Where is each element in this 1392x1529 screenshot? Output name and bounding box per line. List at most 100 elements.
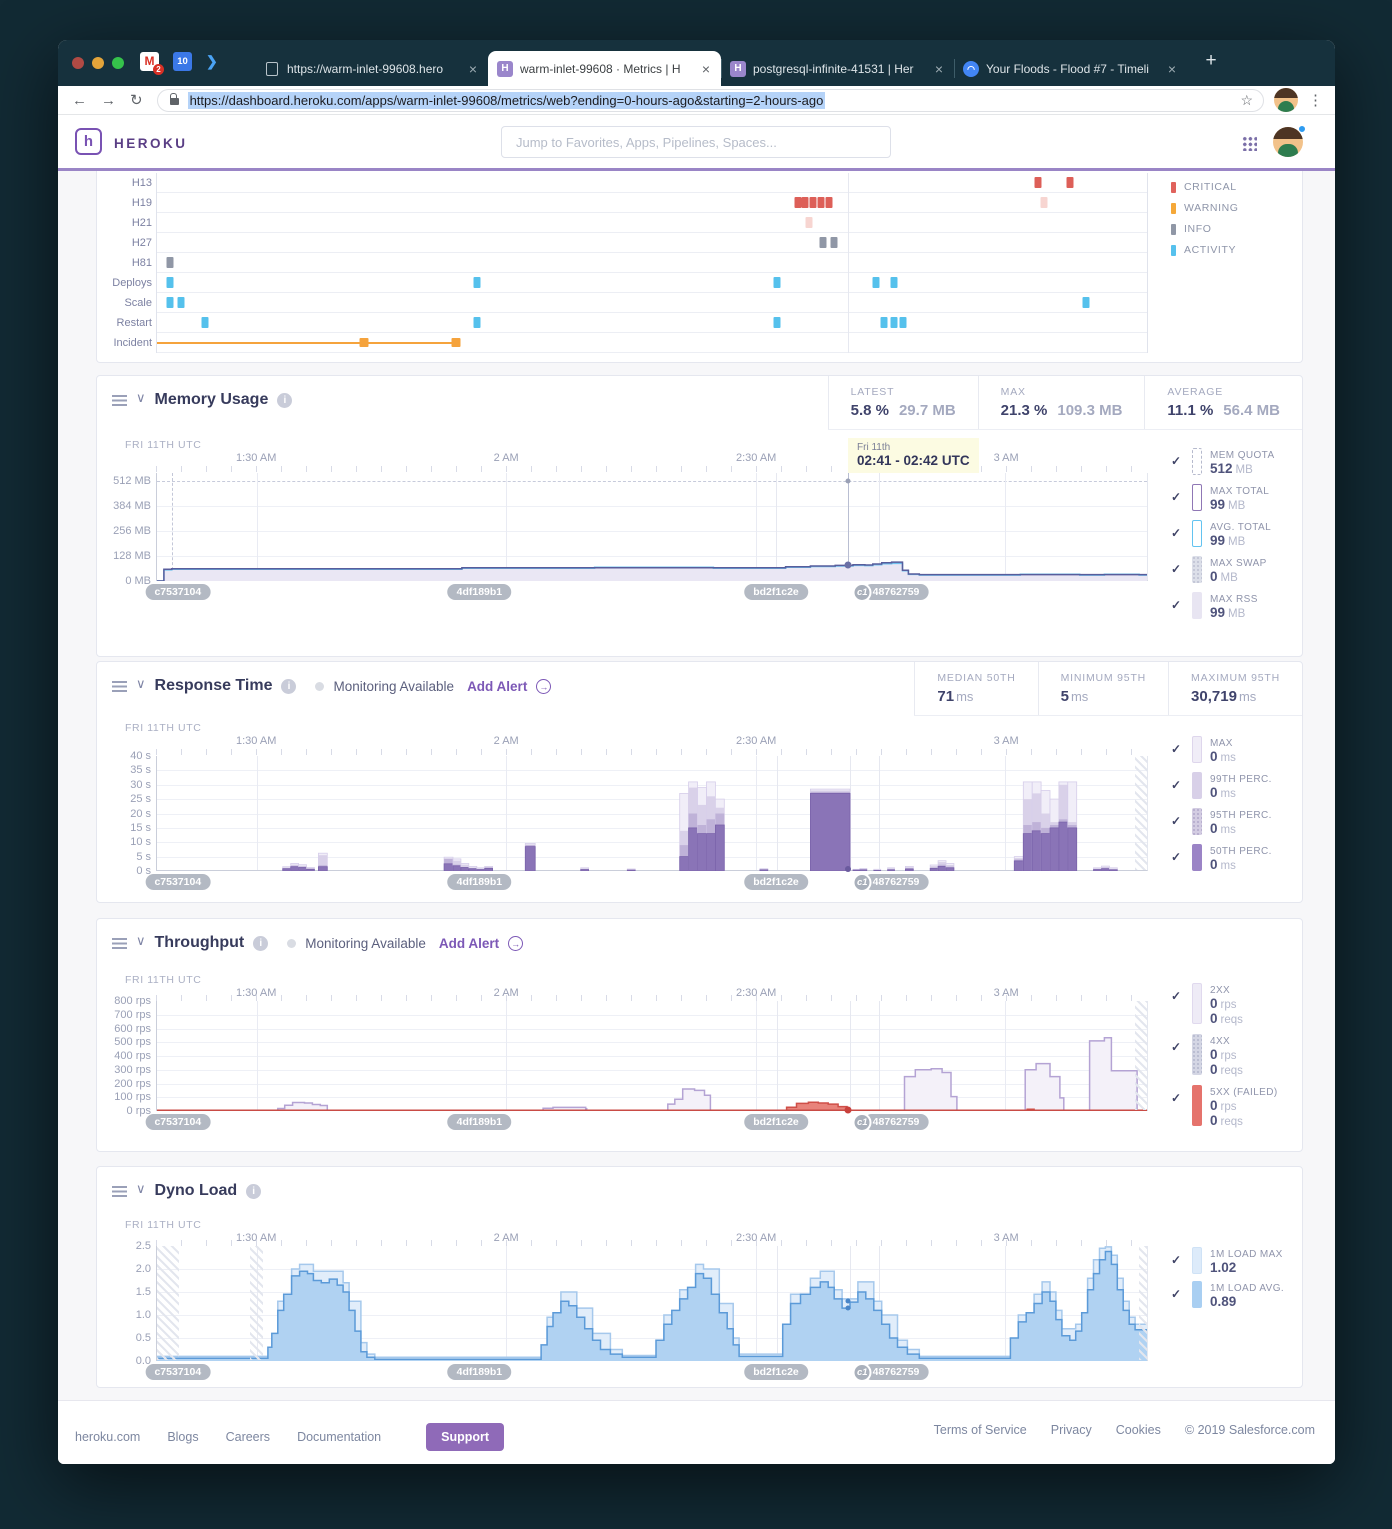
- support-button[interactable]: Support: [426, 1423, 505, 1451]
- check-icon[interactable]: ✓: [1171, 598, 1182, 612]
- events-legend-item[interactable]: WARNING: [1171, 202, 1239, 214]
- stat-unit: ms: [1070, 689, 1089, 704]
- reload-icon[interactable]: ↻: [130, 92, 143, 109]
- add-alert-arrow-icon[interactable]: →: [536, 678, 552, 694]
- check-icon[interactable]: ✓: [1171, 814, 1182, 828]
- check-icon[interactable]: ✓: [1171, 1253, 1182, 1267]
- heroku-brand[interactable]: HEROKU: [114, 136, 188, 151]
- legend-item[interactable]: ✓ 5XX (FAILED) 0 rps 0 reqs: [1171, 1085, 1303, 1129]
- check-icon[interactable]: ✓: [1171, 850, 1182, 864]
- chevron-down-icon[interactable]: ∨: [136, 1180, 146, 1196]
- legend-item[interactable]: ✓ MAX 0 ms: [1171, 736, 1303, 765]
- maximize-window-button[interactable]: [112, 57, 124, 69]
- check-icon[interactable]: ✓: [1171, 1287, 1182, 1301]
- forward-icon[interactable]: →: [101, 91, 116, 109]
- browser-tab[interactable]: ◠ Your Floods - Flood #7 - Timeli ×: [954, 51, 1187, 86]
- events-legend-item[interactable]: INFO: [1171, 223, 1239, 235]
- legend-item[interactable]: ✓ 1M LOAD MAX 1.02: [1171, 1247, 1303, 1274]
- legend-item[interactable]: ✓ 50TH PERC. 0 ms: [1171, 844, 1303, 873]
- bookmark-star-icon[interactable]: ☆: [1240, 91, 1253, 108]
- legend-label: 95TH PERC.: [1210, 810, 1272, 821]
- y-axis-label: 384 MB: [113, 500, 151, 512]
- gridline-h: [157, 1014, 1147, 1016]
- chevron-down-icon[interactable]: ∨: [136, 389, 146, 405]
- new-tab-button[interactable]: +: [1205, 50, 1217, 71]
- legend-item[interactable]: ✓ MAX SWAP 0 MB: [1171, 556, 1303, 585]
- close-window-button[interactable]: [72, 57, 84, 69]
- add-alert-link[interactable]: Add Alert: [438, 935, 500, 951]
- browser-menu-icon[interactable]: ⋮: [1308, 92, 1323, 109]
- legend-item[interactable]: ✓ MAX RSS 99 MB: [1171, 592, 1303, 621]
- legend-item[interactable]: ✓ MAX TOTAL 99 MB: [1171, 484, 1303, 513]
- account-avatar[interactable]: [1273, 127, 1303, 157]
- info-icon[interactable]: i: [277, 392, 293, 408]
- partial-data-hatch: [1139, 1246, 1147, 1360]
- browser-tab[interactable]: https://warm-inlet-99608.hero ×: [255, 51, 488, 86]
- tab-close-icon[interactable]: ×: [1167, 60, 1176, 77]
- legend-value: 0 ms: [1210, 857, 1236, 872]
- check-icon[interactable]: ✓: [1171, 989, 1182, 1003]
- info-icon[interactable]: i: [281, 678, 297, 694]
- footer-link[interactable]: Terms of Service: [933, 1423, 1027, 1437]
- drag-handle-icon[interactable]: [112, 937, 127, 949]
- deploy-pill: 4df189b1: [447, 1364, 512, 1380]
- back-icon[interactable]: ←: [72, 91, 87, 109]
- footer-link[interactable]: Blogs: [167, 1430, 199, 1444]
- events-legend-item[interactable]: ACTIVITY: [1171, 244, 1239, 256]
- events-legend-item[interactable]: CRITICAL: [1171, 181, 1239, 193]
- drag-handle-icon[interactable]: [112, 1185, 127, 1197]
- tab-close-icon[interactable]: ×: [468, 60, 477, 77]
- calendar-pinned-tab[interactable]: 10: [173, 52, 192, 71]
- footer-link[interactable]: Documentation: [297, 1430, 382, 1444]
- drag-handle-icon[interactable]: [112, 394, 127, 406]
- address-field[interactable]: https://dashboard.heroku.com/apps/warm-i…: [156, 88, 1264, 112]
- app-grid-icon[interactable]: [1242, 136, 1257, 151]
- legend-item[interactable]: ✓ MEM QUOTA 512 MB: [1171, 448, 1303, 477]
- heroku-logo-icon[interactable]: h: [75, 128, 102, 155]
- events-row: [157, 193, 1147, 213]
- tab-close-icon[interactable]: ×: [701, 60, 710, 77]
- check-icon[interactable]: ✓: [1171, 454, 1182, 468]
- info-icon[interactable]: i: [253, 935, 269, 951]
- check-icon[interactable]: ✓: [1171, 562, 1182, 576]
- browser-profile-avatar[interactable]: [1274, 88, 1298, 112]
- check-icon[interactable]: ✓: [1171, 526, 1182, 540]
- legend-item[interactable]: ✓ 1M LOAD AVG. 0.89: [1171, 1281, 1303, 1308]
- info-icon[interactable]: i: [246, 1183, 262, 1199]
- check-icon[interactable]: ✓: [1171, 1091, 1182, 1105]
- legend-item[interactable]: ✓ 2XX 0 rps 0 reqs: [1171, 983, 1303, 1027]
- gridline-v: [1005, 473, 1007, 580]
- arrow-pinned-tab[interactable]: ❯: [206, 53, 218, 69]
- check-icon[interactable]: ✓: [1171, 490, 1182, 504]
- tab-close-icon[interactable]: ×: [934, 60, 943, 77]
- chevron-down-icon[interactable]: ∨: [136, 932, 146, 948]
- legend-label: 1M LOAD AVG.: [1210, 1283, 1285, 1294]
- legend-item[interactable]: ✓ 95TH PERC. 0 ms: [1171, 808, 1303, 837]
- legend-label: ACTIVITY: [1184, 244, 1237, 256]
- search-input[interactable]: [501, 126, 891, 158]
- footer-link[interactable]: Privacy: [1050, 1423, 1092, 1437]
- url-text[interactable]: https://dashboard.heroku.com/apps/warm-i…: [187, 91, 826, 109]
- footer-link[interactable]: Cookies: [1115, 1423, 1161, 1437]
- legend-swatch: [1171, 181, 1176, 193]
- legend-swatch: [1192, 1085, 1202, 1126]
- add-alert-arrow-icon[interactable]: →: [508, 935, 524, 951]
- legend-item[interactable]: ✓ AVG. TOTAL 99 MB: [1171, 520, 1303, 549]
- check-icon[interactable]: ✓: [1171, 1040, 1182, 1054]
- lock-icon[interactable]: [169, 93, 179, 105]
- legend-item[interactable]: ✓ 4XX 0 rps 0 reqs: [1171, 1034, 1303, 1078]
- footer-link[interactable]: heroku.com: [75, 1430, 141, 1444]
- chevron-down-icon[interactable]: ∨: [136, 675, 146, 691]
- drag-handle-icon[interactable]: [112, 680, 127, 692]
- legend-item[interactable]: ✓ 99TH PERC. 0 ms: [1171, 772, 1303, 801]
- check-icon[interactable]: ✓: [1171, 778, 1182, 792]
- check-icon[interactable]: ✓: [1171, 742, 1182, 756]
- footer-link[interactable]: Careers: [225, 1430, 271, 1444]
- response-section-header: ∨ Response Time i Monitoring Available A…: [112, 675, 552, 695]
- add-alert-link[interactable]: Add Alert: [467, 678, 528, 694]
- minimize-window-button[interactable]: [92, 57, 104, 69]
